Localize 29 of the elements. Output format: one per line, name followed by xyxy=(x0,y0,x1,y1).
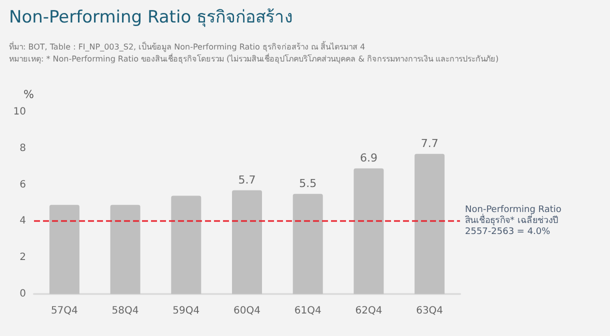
data-label: 5.5 xyxy=(299,176,317,190)
chart-title: Non-Performing Ratio ธุรกิจก่อสร้าง xyxy=(9,8,292,28)
data-label: 5.7 xyxy=(238,173,256,186)
bar xyxy=(232,190,262,294)
bar xyxy=(414,154,445,294)
y-axis-title: % xyxy=(24,88,34,101)
data-label: 6.9 xyxy=(360,151,378,164)
bar xyxy=(49,204,80,294)
bar xyxy=(354,168,384,294)
y-tick-label: 10 xyxy=(13,106,26,118)
y-tick-label: 8 xyxy=(20,142,26,154)
y-tick-label: 0 xyxy=(20,288,26,300)
bar xyxy=(171,196,202,294)
x-tick-label: 63Q4 xyxy=(416,306,444,316)
y-tick-label: 6 xyxy=(20,179,26,190)
x-tick-label: 57Q4 xyxy=(50,306,78,316)
bar xyxy=(110,204,140,294)
x-tick-label: 61Q4 xyxy=(294,306,322,316)
x-tick-label: 62Q4 xyxy=(355,306,382,316)
x-tick-label: 59Q4 xyxy=(172,306,200,316)
x-tick-label: 60Q4 xyxy=(234,306,260,316)
bar xyxy=(292,194,323,294)
text: หมายเหตุ: * Non-Performing Ratio ของสินเชื่อธุรกิจโดยรวม (ไม่รวมสินเชื่ออุปโภคบริโภคส่วนบุคคล & กิจกรรมทางการเงิน และการประกันภัย) xyxy=(9,52,499,64)
chart-subtitle: ที่มา: BOT, Table : FI_NP_003_S2, เป็นข้อมูล Non-Performing Ratio ธุรกิจก่อสร้าง ณ สิ้นไตรมาส 4 xyxy=(9,40,366,52)
y-tick-label: 4 xyxy=(20,216,26,227)
ref-line-label: Non-Performing Ratio สินเชื่อธุรกิจ* เฉลี่ยช่วงปี 2557-2563 = 4.0% xyxy=(465,205,562,238)
data-label: 7.7 xyxy=(420,136,438,150)
y-tick-label: 2 xyxy=(20,252,26,264)
x-tick-label: 58Q4 xyxy=(112,306,139,316)
